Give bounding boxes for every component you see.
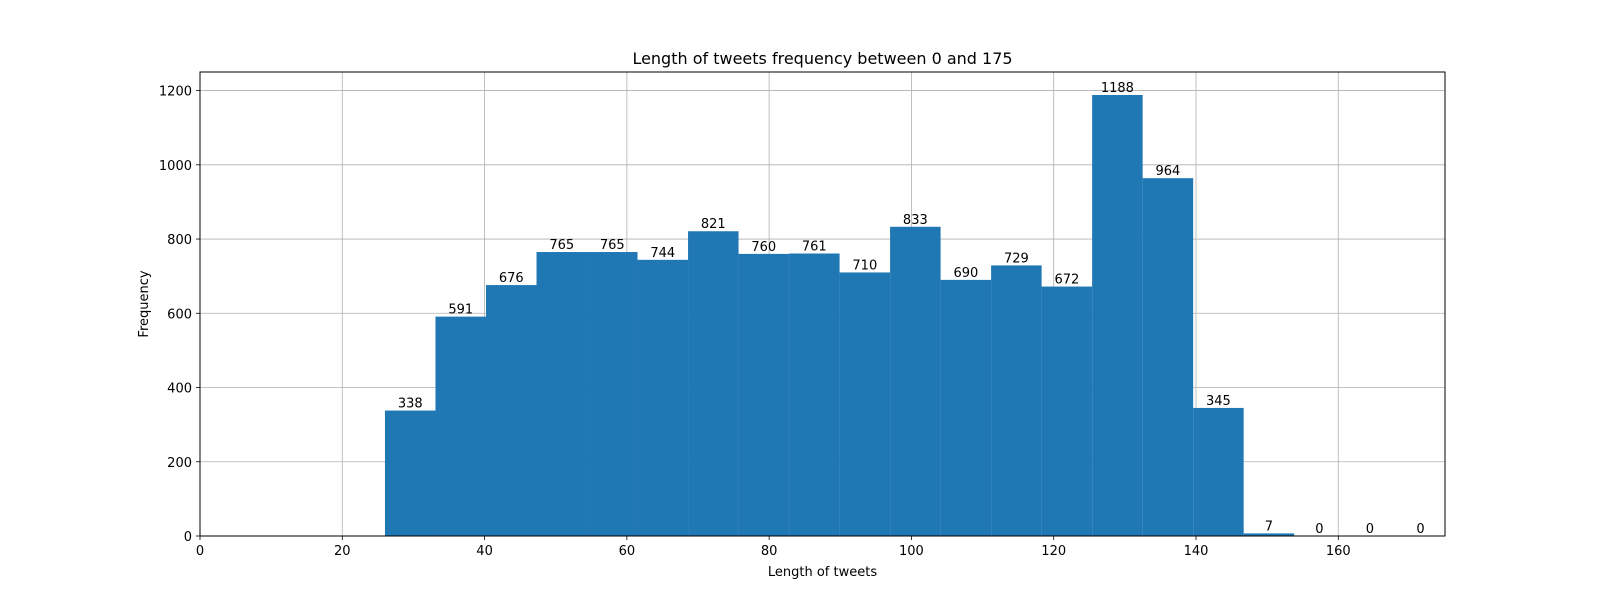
y-axis-ticks: 0 200 400 600 800 1000 1200 — [159, 85, 200, 545]
y-tick-label: 1000 — [159, 159, 192, 174]
histogram-bar — [839, 272, 891, 536]
x-tick-label: 60 — [619, 544, 636, 559]
chart-title: Length of tweets frequency between 0 and… — [632, 49, 1012, 68]
bar-value-label: 591 — [448, 303, 473, 318]
histogram-bar — [536, 252, 588, 537]
x-tick-label: 40 — [476, 544, 493, 559]
bar-value-label: 729 — [1004, 251, 1029, 266]
y-tick-label: 1200 — [159, 85, 192, 100]
histogram-bar — [1193, 407, 1244, 536]
histogram-bar — [1092, 95, 1143, 536]
bar-value-label: 0 — [1315, 522, 1323, 537]
histogram-bar — [890, 226, 941, 536]
histogram-bar — [637, 259, 689, 536]
histogram-bar — [1041, 286, 1093, 536]
histogram-bar — [789, 253, 840, 537]
bars-layer — [384, 95, 1295, 537]
bar-value-label: 338 — [398, 397, 423, 412]
bar-value-label: 0 — [1416, 522, 1424, 537]
bar-value-label: 760 — [751, 240, 776, 255]
y-tick-label: 0 — [184, 530, 192, 545]
bar-value-label: 690 — [953, 266, 978, 281]
histogram-bar — [991, 265, 1042, 536]
y-tick-label: 800 — [167, 233, 192, 248]
bar-value-label: 964 — [1155, 164, 1180, 179]
bar-value-label: 1188 — [1101, 81, 1134, 96]
bar-value-label: 7 — [1265, 519, 1273, 534]
bar-value-label: 744 — [650, 246, 675, 261]
bar-value-label: 833 — [903, 213, 928, 228]
bar-value-label: 672 — [1054, 273, 1079, 288]
histogram-bar — [485, 285, 537, 536]
bar-value-label: 345 — [1206, 394, 1231, 409]
bar-value-label: 765 — [549, 238, 574, 253]
x-tick-label: 120 — [1041, 544, 1066, 559]
histogram-bar — [940, 279, 992, 536]
bar-labels-layer: 338 591 676 765 765 744 821 760 761 710 833 690 729 6… — [398, 81, 1425, 537]
x-tick-label: 140 — [1184, 544, 1209, 559]
x-axis-label: Length of tweets — [768, 565, 877, 580]
histogram-bar — [384, 410, 436, 536]
histogram-bar — [1142, 178, 1194, 536]
histogram-bar — [738, 253, 790, 536]
bar-value-label: 821 — [701, 217, 726, 232]
histogram-bar — [587, 252, 638, 537]
plot-frame — [199, 71, 1446, 537]
x-tick-label: 100 — [899, 544, 924, 559]
x-axis-ticks: 0 20 40 60 80 100 120 140 160 — [196, 536, 1351, 559]
x-tick-label: 160 — [1326, 544, 1351, 559]
bar-value-label: 0 — [1366, 522, 1374, 537]
y-tick-label: 400 — [167, 382, 192, 397]
y-axis-label: Frequency — [137, 270, 152, 337]
bar-value-label: 761 — [802, 240, 827, 255]
bar-value-label: 676 — [499, 271, 524, 286]
histogram-bar — [435, 316, 486, 536]
histogram-bar — [1243, 533, 1295, 536]
histogram-bar — [688, 231, 739, 536]
y-tick-label: 200 — [167, 456, 192, 471]
x-tick-label: 80 — [761, 544, 778, 559]
bar-value-label: 710 — [852, 258, 877, 273]
x-tick-label: 20 — [334, 544, 351, 559]
y-tick-label: 600 — [167, 307, 192, 322]
x-tick-label: 0 — [196, 544, 204, 559]
bar-value-label: 765 — [600, 238, 625, 253]
